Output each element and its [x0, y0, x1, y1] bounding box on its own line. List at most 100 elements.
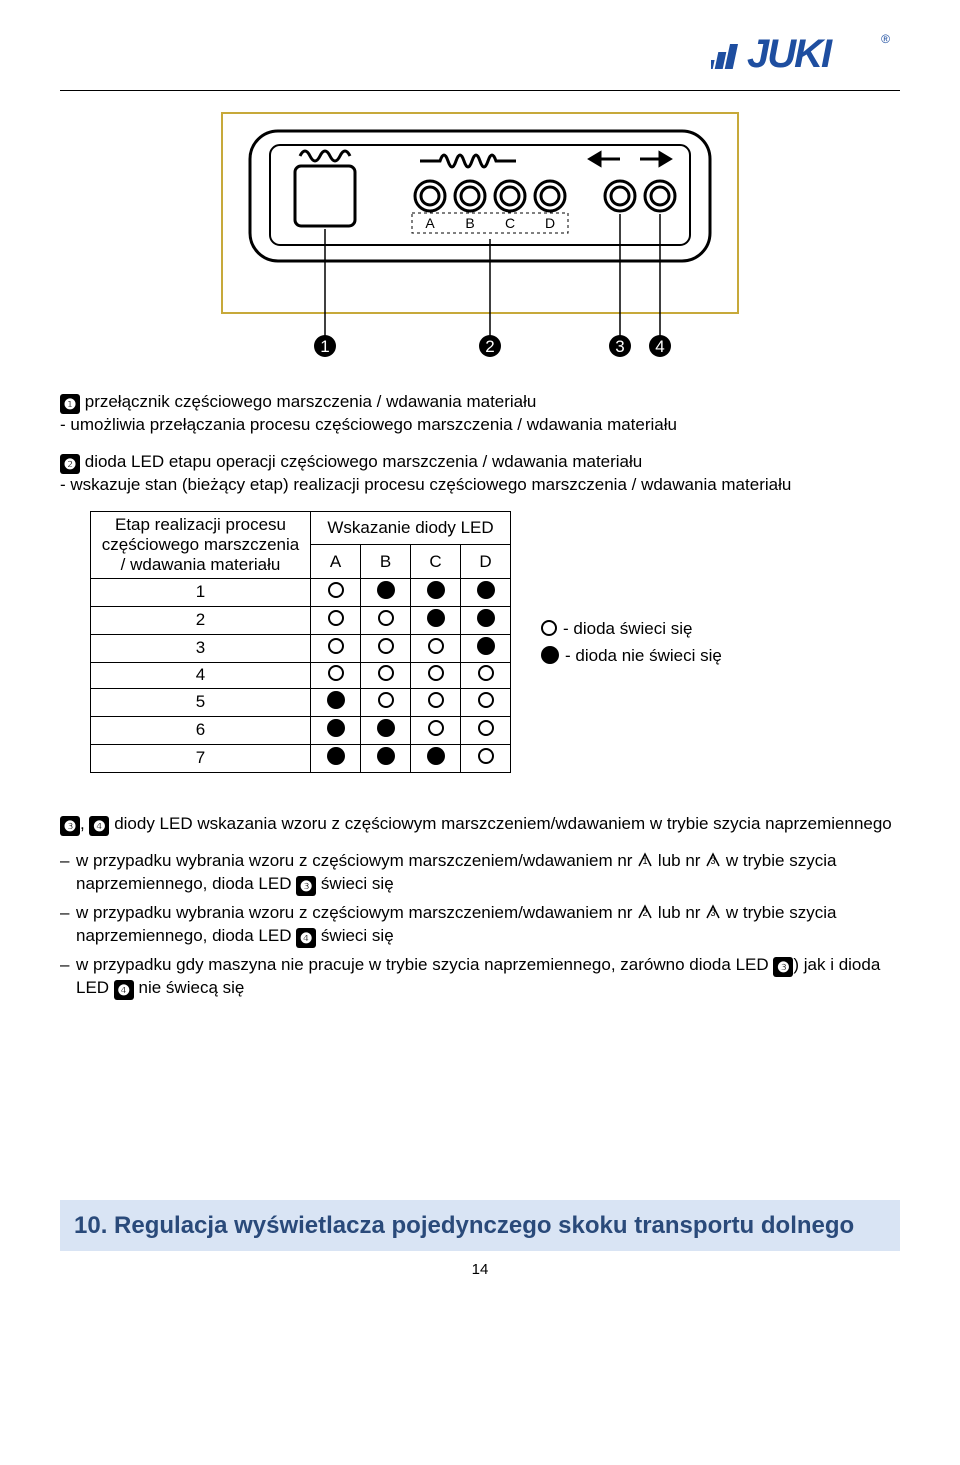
led-off-icon [477, 581, 495, 599]
led-on-icon [428, 692, 444, 708]
svg-text:4: 4 [655, 337, 664, 356]
row-number: 2 [91, 606, 311, 634]
svg-text:2: 2 [485, 337, 494, 356]
registered-mark: ® [881, 32, 890, 46]
para2-line2: - wskazuje stan (bieżący etap) realizacj… [60, 475, 791, 494]
logo-text: JUKI [711, 30, 881, 84]
row-number: 7 [91, 744, 311, 772]
col-c: C [411, 545, 461, 579]
legend-on: - dioda świeci się [563, 615, 692, 642]
svg-text:JUKI: JUKI [747, 32, 833, 74]
led-off-icon [427, 747, 445, 765]
legend-off: - dioda nie świeci się [565, 642, 722, 669]
bullet-4-icon: ❹ [114, 980, 134, 1000]
led-on-icon [378, 692, 394, 708]
page-number: 14 [60, 1261, 900, 1278]
list-item: w przypadku wybrania wzoru z częściowym … [60, 902, 900, 948]
led-on-icon [328, 582, 344, 598]
led-cell [461, 716, 511, 744]
led-cell [311, 606, 361, 634]
brand-logo: JUKI ® [60, 30, 900, 84]
row-number: 5 [91, 688, 311, 716]
led-cell [461, 634, 511, 662]
bullet-3-icon: ❸ [773, 957, 793, 977]
svg-text:3: 3 [615, 337, 624, 356]
bullet-34-icon: ❸, ❹ [60, 814, 109, 833]
led-on-icon [428, 638, 444, 654]
led-cell [361, 606, 411, 634]
led-cell [361, 634, 411, 662]
led-off-icon [377, 719, 395, 737]
led-off-icon [477, 609, 495, 627]
bullet-4-icon: ❹ [296, 928, 316, 948]
led-on-icon [478, 748, 494, 764]
table-row-header: Etap realizacji procesu częściowego mars… [91, 511, 311, 578]
led-off-icon [327, 747, 345, 765]
led-on-icon [378, 638, 394, 654]
svg-text:3: 3 [711, 908, 716, 918]
led-cell [311, 662, 361, 688]
led-off-icon [327, 719, 345, 737]
led-cell [311, 716, 361, 744]
table-row: 5 [91, 688, 511, 716]
led-off-icon [427, 581, 445, 599]
led-cell [361, 578, 411, 606]
header-rule [60, 90, 900, 91]
para2-line1: dioda LED etapu operacji częściowego mar… [85, 452, 643, 471]
led-cell [311, 688, 361, 716]
led-cell [361, 716, 411, 744]
pattern-1-icon: 1 [637, 852, 653, 868]
led-cell [311, 634, 361, 662]
table-row: 6 [91, 716, 511, 744]
led-on-icon [378, 610, 394, 626]
row-number: 4 [91, 662, 311, 688]
led-cell [461, 662, 511, 688]
led-on-icon [428, 665, 444, 681]
bullet-3-icon: ❸ [296, 876, 316, 896]
para1-line1: przełącznik częściowego marszczenia / wd… [85, 392, 537, 411]
para1-line2: - umożliwia przełączania procesu częścio… [60, 415, 677, 434]
table-row: 2 [91, 606, 511, 634]
led-off-icon [327, 691, 345, 709]
led-on-icon [428, 720, 444, 736]
list-item: w przypadku wybrania wzoru z częściowym … [60, 850, 900, 896]
svg-text:D: D [545, 215, 555, 231]
svg-text:C: C [505, 215, 515, 231]
svg-text:1: 1 [643, 856, 648, 866]
legend: - dioda świeci się - dioda nie świeci si… [541, 615, 722, 669]
svg-text:A: A [425, 215, 435, 231]
led-on-icon [541, 620, 557, 636]
svg-text:1: 1 [320, 337, 329, 356]
para3-text: diody LED wskazania wzoru z częściowym m… [114, 814, 892, 833]
led-cell [461, 606, 511, 634]
pattern-2-icon: 2 [637, 904, 653, 920]
section-heading: 10. Regulacja wyświetlacza pojedynczego … [60, 1200, 900, 1251]
led-table: Etap realizacji procesu częściowego mars… [90, 511, 511, 773]
row-number: 1 [91, 578, 311, 606]
pattern-3-icon: 3 [705, 904, 721, 920]
led-off-icon [427, 609, 445, 627]
table-row: 4 [91, 662, 511, 688]
led-cell [361, 662, 411, 688]
led-cell [411, 606, 461, 634]
notes-list: w przypadku wybrania wzoru z częściowym … [60, 850, 900, 1000]
paragraph-2: ❷ dioda LED etapu operacji częściowego m… [60, 451, 900, 497]
col-b: B [361, 545, 411, 579]
control-panel-diagram: A B C D 1 2 3 4 [220, 111, 740, 371]
table-col-header: Wskazanie diody LED [311, 511, 511, 545]
led-cell [411, 744, 461, 772]
led-cell [461, 744, 511, 772]
pattern-3-icon: 3 [705, 852, 721, 868]
led-cell [411, 634, 461, 662]
row-number: 6 [91, 716, 311, 744]
bullet-1-icon: ❶ [60, 394, 80, 414]
row-number: 3 [91, 634, 311, 662]
led-on-icon [328, 610, 344, 626]
led-cell [361, 688, 411, 716]
col-d: D [461, 545, 511, 579]
paragraph-3: ❸, ❹ diody LED wskazania wzoru z częścio… [60, 813, 900, 836]
list-item: w przypadku gdy maszyna nie pracuje w tr… [60, 954, 900, 1000]
led-cell [311, 744, 361, 772]
led-on-icon [328, 665, 344, 681]
table-row: 7 [91, 744, 511, 772]
